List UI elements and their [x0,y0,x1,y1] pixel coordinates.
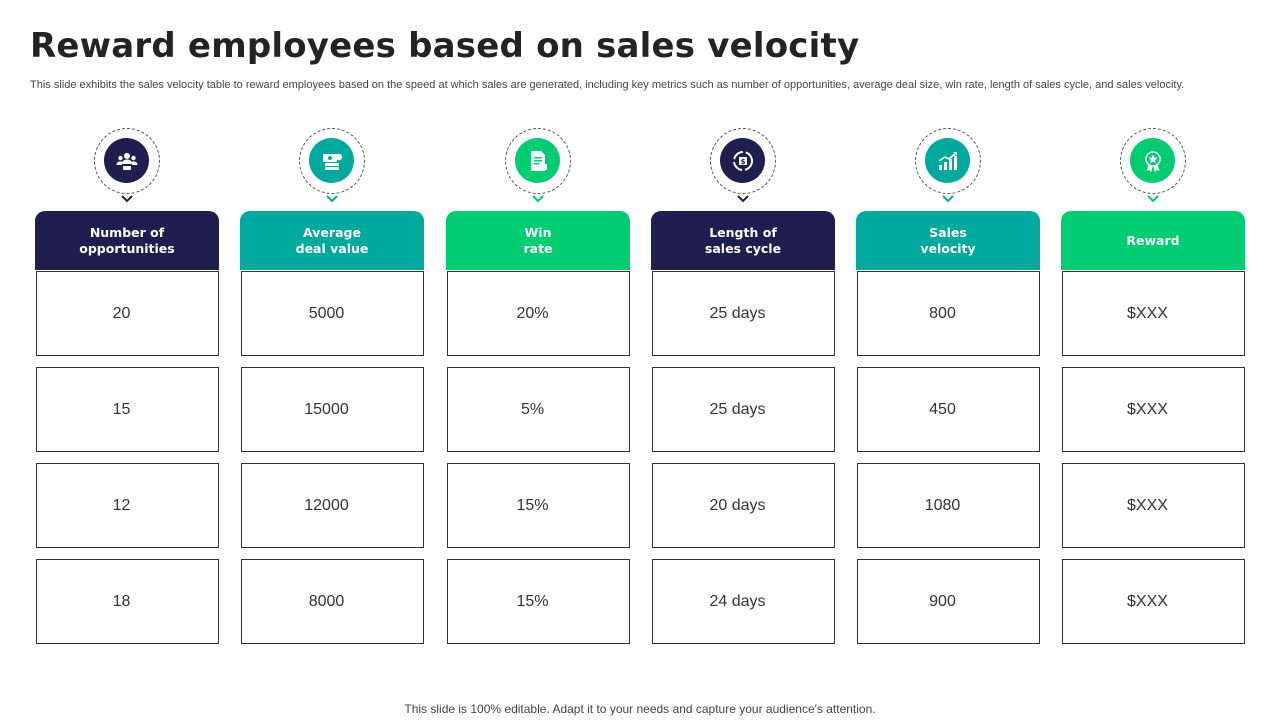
table-cell: 25 days [652,367,835,452]
table-cell: 800 [857,271,1040,356]
table-cell: 24 days [652,559,835,644]
chevron-down-icon [326,194,338,204]
table-cell: 12000 [241,463,424,548]
table-cell: 20 days [652,463,835,548]
page-title: Reward employees based on sales velocity [30,26,860,66]
icon-ring [915,128,981,194]
column-header: Length of sales cycle [651,211,835,270]
table-cell: 12 [36,463,219,548]
column-sales-velocity: Sales velocity 800 450 1080 900 [856,126,1040,646]
table-cell: 18 [36,559,219,644]
table-cell: 15% [447,463,630,548]
table-cell: 20% [447,271,630,356]
icon-ring [1120,128,1186,194]
table-cell: 900 [857,559,1040,644]
team-people-icon [104,138,149,183]
chevron-down-icon [532,194,544,204]
chevron-down-icon [942,194,954,204]
column-reward: Reward $XXX $XXX $XXX $XXX [1061,126,1245,646]
table-cell: 450 [857,367,1040,452]
column-opportunities: Number of opportunities 20 15 12 18 [35,126,219,646]
table-cell: 20 [36,271,219,356]
column-header: Sales velocity [856,211,1040,270]
table-cell: $XXX [1062,463,1245,548]
column-sales-cycle: $ Length of sales cycle 25 days 25 days … [651,126,835,646]
chevron-down-icon [737,194,749,204]
growth-chart-icon [925,138,970,183]
column-header: Reward [1061,211,1245,270]
column-deal-value: Average deal value 5000 15000 12000 8000 [240,126,424,646]
award-badge-icon [1130,138,1175,183]
column-header: Win rate [446,211,630,270]
footer-note: This slide is 100% editable. Adapt it to… [404,702,876,716]
table-cell: 5% [447,367,630,452]
icon-ring [94,128,160,194]
table-cell: 5000 [241,271,424,356]
column-header: Number of opportunities [35,211,219,270]
dollar-cycle-icon: $ [720,138,765,183]
table-cell: $XXX [1062,271,1245,356]
column-win-rate: Win rate 20% 5% 15% 15% [446,126,630,646]
table-cell: 15 [36,367,219,452]
table-cell: $XXX [1062,367,1245,452]
table-cell: 15% [447,559,630,644]
page-subtitle: This slide exhibits the sales velocity t… [30,79,1185,91]
report-document-icon [515,138,560,183]
icon-ring [299,128,365,194]
icon-ring: $ [710,128,776,194]
icon-ring [505,128,571,194]
chevron-down-icon [121,194,133,204]
money-stack-icon [309,138,354,183]
table-cell: $XXX [1062,559,1245,644]
table-cell: 1080 [857,463,1040,548]
table-cell: 15000 [241,367,424,452]
chevron-down-icon [1147,194,1159,204]
table-cell: 8000 [241,559,424,644]
svg-text:$: $ [740,158,745,166]
table-cell: 25 days [652,271,835,356]
column-header: Average deal value [240,211,424,270]
